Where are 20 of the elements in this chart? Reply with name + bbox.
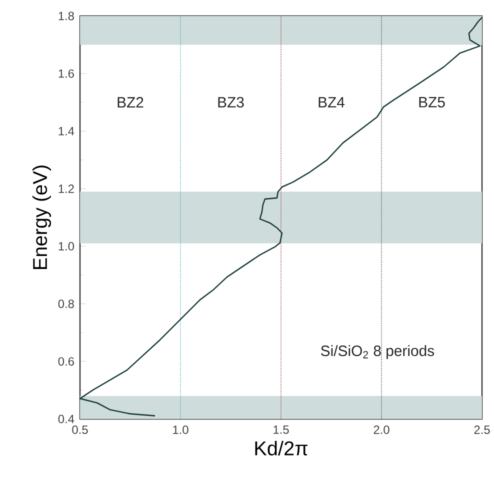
x-tick-label: 1.0 — [173, 426, 188, 434]
x-tick-label: 2.0 — [374, 426, 390, 434]
y-tick-label: 1.0 — [58, 242, 74, 251]
annotation: Si/SiO$_{2}$ 8 periods — [321, 345, 434, 360]
x-tick-label: 2.5 — [474, 426, 490, 434]
annotation: BZ4 — [318, 97, 345, 108]
y-tick-label: 0.8 — [58, 300, 74, 308]
y-tick-label: 0.4 — [58, 414, 74, 424]
y-tick-label: 0.6 — [58, 357, 74, 366]
y-tick-label: 1.4 — [58, 127, 74, 136]
y-tick-label: 1.8 — [58, 12, 74, 20]
x-tick-label: 0.5 — [72, 426, 88, 434]
y-axis-title: Energy (eV) — [32, 166, 52, 270]
x-axis-title: Kd/2π — [255, 440, 308, 456]
x-tick-label: 1.5 — [274, 426, 289, 434]
annotation: BZ2 — [118, 97, 144, 108]
y-tick-label: 1.6 — [58, 69, 74, 78]
y-tick-label: 1.2 — [58, 184, 74, 193]
annotation: BZ3 — [218, 96, 244, 108]
annotation: BZ5 — [419, 97, 445, 108]
